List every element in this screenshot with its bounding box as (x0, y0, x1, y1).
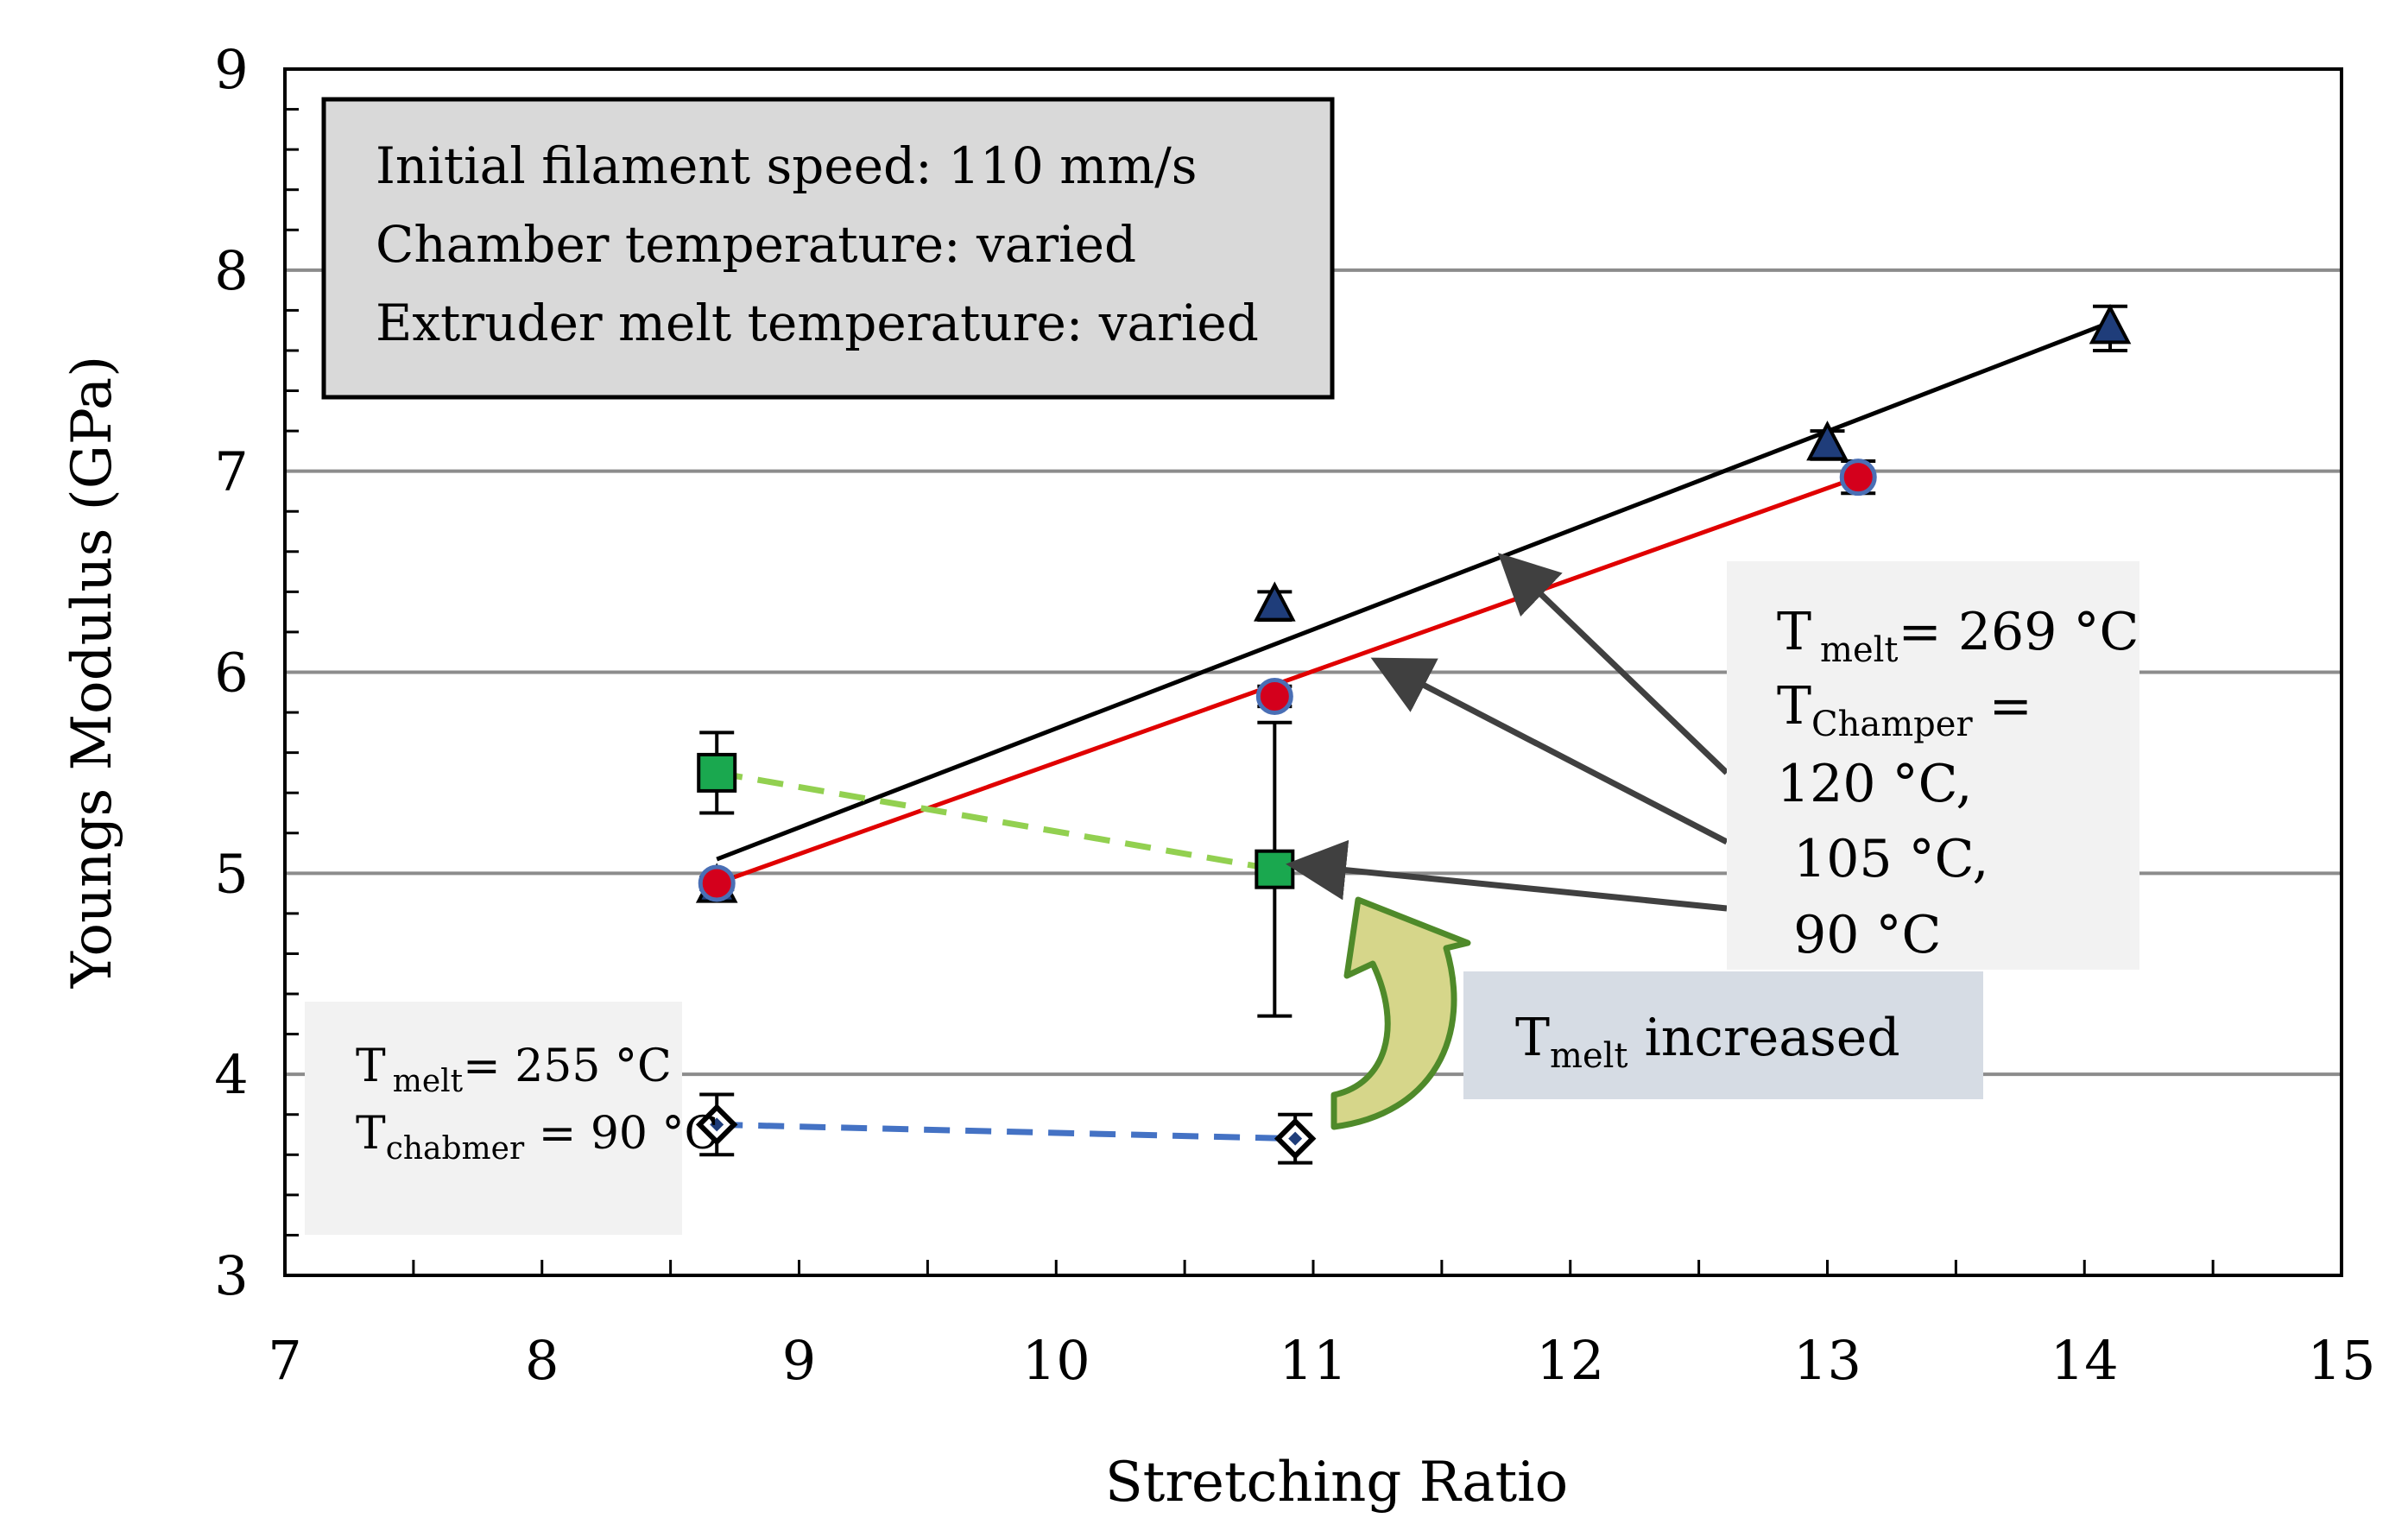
circle-point-2 (1839, 459, 1877, 497)
circle-point-0 (698, 864, 736, 902)
right-t1: T (1777, 602, 1811, 662)
x-tick-label-14: 14 (2051, 1329, 2119, 1392)
triangle-point-3 (2089, 304, 2132, 345)
square-point-1 (1255, 849, 1295, 889)
tmelt-increased-curved-arrow (1330, 896, 1471, 1130)
circle-point-1 (1255, 677, 1293, 715)
x-tick-label-12: 12 (1536, 1329, 1604, 1392)
info-line-1: Initial filament speed: 110 mm/s (376, 136, 1198, 195)
fit-line-diamond (717, 1121, 1296, 1142)
info-box: Initial filament speed: 110 mm/s Chamber… (321, 97, 1335, 400)
y-tick-label-3: 3 (214, 1244, 248, 1307)
y-tick-label-6: 6 (214, 642, 248, 705)
x-tick-label-7: 7 (268, 1329, 301, 1392)
info-line-3: Extruder melt temperature: varied (376, 294, 1259, 352)
annotation-arrows (1286, 553, 1729, 912)
fit-line-square (716, 769, 1275, 873)
arrow-to-green-square (1286, 839, 1728, 912)
svg-text:Tchabmer = 90 °C: Tchabmer = 90 °C (356, 1108, 718, 1167)
inc-t: T (1515, 1008, 1550, 1068)
right-rest2: = (1973, 676, 2032, 737)
triangle-point-2 (1806, 421, 1849, 461)
x-tick-label-15: 15 (2308, 1329, 2376, 1392)
y-tick-label-4: 4 (214, 1043, 248, 1106)
tmelt-increased-annotation: Tmelt increased (1463, 971, 1983, 1099)
x-tick-label-9: 9 (782, 1329, 816, 1392)
svg-text:Tmelt= 255 °C: Tmelt= 255 °C (356, 1040, 672, 1099)
inc-rest: increased (1628, 1008, 1900, 1068)
fit-line-triangle (716, 320, 2111, 862)
y-axis-title: Youngs Modulus (GPa) (60, 356, 124, 989)
left-sub2: chabmer (386, 1131, 525, 1167)
x-tick-label-8: 8 (525, 1329, 559, 1392)
x-tick-label-13: 13 (1793, 1329, 1861, 1392)
y-tick-label-5: 5 (214, 842, 248, 905)
y-tick-label-7: 7 (214, 440, 248, 503)
svg-text:TChamper =: TChamper = (1777, 676, 2032, 744)
x-tick-label-11: 11 (1280, 1329, 1348, 1392)
right-line5: 90 °C (1777, 905, 1941, 965)
fit-line-circle (716, 475, 1860, 886)
data-markers (695, 304, 2132, 1160)
y-tick-label-8: 8 (214, 239, 248, 302)
left-sub1: melt (393, 1064, 464, 1099)
x-tick-label-10: 10 (1022, 1329, 1090, 1392)
square-point-0 (697, 752, 737, 793)
left-rest1: = 255 °C (463, 1040, 672, 1092)
right-rest1: = 269 °C (1899, 602, 2139, 662)
right-sub2: Champer (1811, 705, 1973, 744)
arrow-to-red-line (1370, 657, 1729, 845)
fit-lines (716, 320, 2111, 1142)
diamond-point-1-inner (1288, 1131, 1303, 1146)
inc-sub: melt (1550, 1036, 1627, 1076)
triangle-point-1 (1254, 581, 1296, 622)
axes: 3 4 5 6 7 8 9 7 8 9 10 11 12 13 14 15 (214, 38, 2375, 1392)
left-rest2: = 90 °C (524, 1108, 718, 1160)
right-line4: 105 °C, (1777, 829, 1989, 889)
svg-text:Tmelt increased: Tmelt increased (1515, 1008, 1900, 1076)
x-axis-title: Stretching Ratio (1105, 1451, 1568, 1515)
left-t2: T (356, 1108, 386, 1160)
svg-text:Tmelt= 269 °C: Tmelt= 269 °C (1777, 602, 2139, 670)
right-sub1: melt (1820, 630, 1898, 670)
arrow-to-black-line (1497, 553, 1729, 775)
diamond-point-0-inner (710, 1117, 724, 1132)
right-line3: 120 °C, (1777, 754, 1972, 814)
y-tick-label-9: 9 (214, 38, 248, 101)
left-t1: T (356, 1040, 386, 1092)
info-line-2: Chamber temperature: varied (376, 215, 1136, 274)
right-t2: T (1777, 676, 1811, 737)
